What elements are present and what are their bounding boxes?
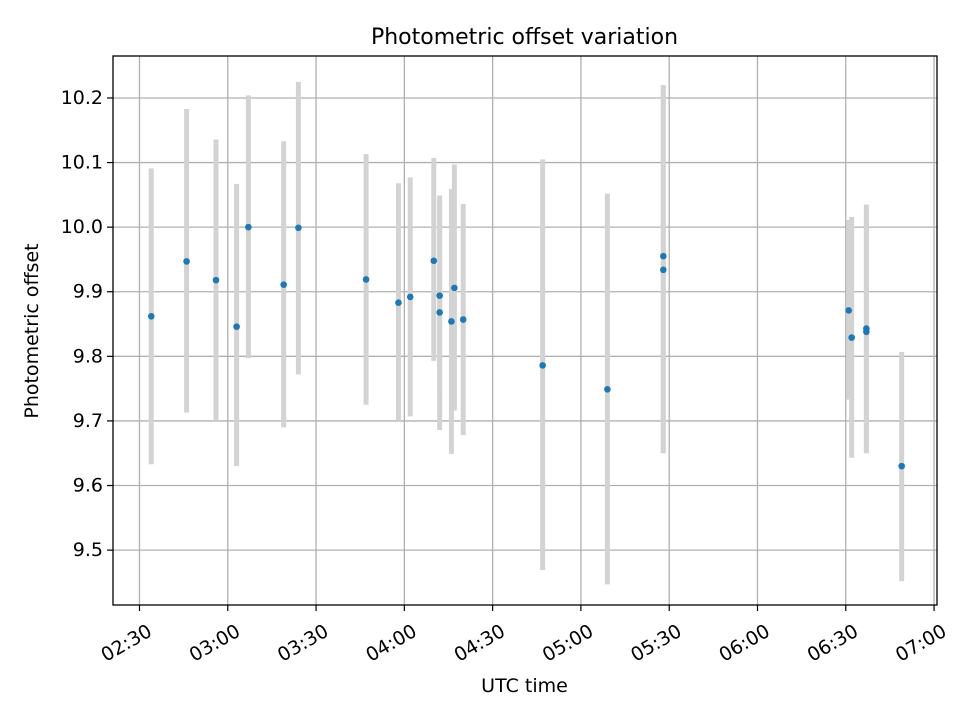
y-tick-label: 9.9 bbox=[73, 281, 103, 303]
y-axis-label: Photometric offset bbox=[21, 243, 43, 418]
x-tick-label: 06:30 bbox=[804, 620, 862, 666]
y-tick-label: 10.2 bbox=[61, 87, 103, 109]
plot-frame bbox=[112, 55, 938, 606]
data-point bbox=[604, 385, 611, 393]
y-tick-label: 9.6 bbox=[73, 475, 103, 497]
data-point bbox=[539, 362, 546, 369]
y-tick-label: 10.1 bbox=[61, 152, 103, 174]
x-tick-label: 05:00 bbox=[539, 620, 597, 666]
y-tick-label: 10.0 bbox=[61, 216, 103, 238]
error-bars bbox=[148, 81, 905, 585]
data-point bbox=[233, 323, 240, 330]
y-axis-ticks: 9.5 9.6 9.7 9.8 9.9 10.0 10.1 10.2 bbox=[61, 87, 113, 561]
x-tick-label: 05:30 bbox=[627, 620, 685, 666]
data-point bbox=[406, 293, 414, 301]
x-axis-ticks: 02:30 03:00 03:30 04:00 04:30 05:00 05:30 06:00… bbox=[97, 605, 950, 666]
data-point bbox=[436, 292, 443, 299]
data-point bbox=[183, 258, 190, 265]
y-tick-label: 9.7 bbox=[73, 410, 103, 432]
x-tick-label: 02:30 bbox=[97, 620, 155, 666]
chart-title: Photometric offset variation bbox=[371, 25, 678, 50]
x-tick-label: 04:00 bbox=[362, 620, 420, 666]
data-point bbox=[863, 328, 870, 336]
data-point bbox=[848, 334, 855, 341]
x-tick-label: 06:00 bbox=[715, 620, 773, 666]
y-tick-label: 9.5 bbox=[73, 539, 103, 561]
data-point bbox=[245, 223, 252, 231]
x-axis-label: UTC time bbox=[481, 675, 568, 697]
x-tick-label: 03:00 bbox=[186, 620, 244, 666]
data-point bbox=[660, 266, 667, 274]
data-point bbox=[280, 281, 287, 288]
y-tick-label: 9.8 bbox=[73, 345, 103, 367]
data-point bbox=[898, 462, 905, 470]
data-point bbox=[295, 224, 302, 232]
data-point bbox=[395, 299, 402, 307]
data-point bbox=[845, 307, 853, 314]
data-point bbox=[459, 316, 467, 323]
data-point bbox=[212, 276, 220, 284]
data-point bbox=[362, 276, 370, 283]
grid-lines bbox=[113, 56, 937, 605]
data-point bbox=[448, 318, 455, 325]
data-point bbox=[436, 309, 443, 316]
x-tick-label: 03:30 bbox=[274, 620, 332, 666]
data-point bbox=[147, 312, 155, 320]
data-point bbox=[430, 257, 438, 265]
x-tick-label: 04:30 bbox=[450, 620, 508, 666]
data-point bbox=[451, 284, 458, 292]
data-points bbox=[147, 223, 905, 470]
x-tick-label: 07:00 bbox=[892, 620, 950, 666]
data-point bbox=[660, 252, 667, 260]
